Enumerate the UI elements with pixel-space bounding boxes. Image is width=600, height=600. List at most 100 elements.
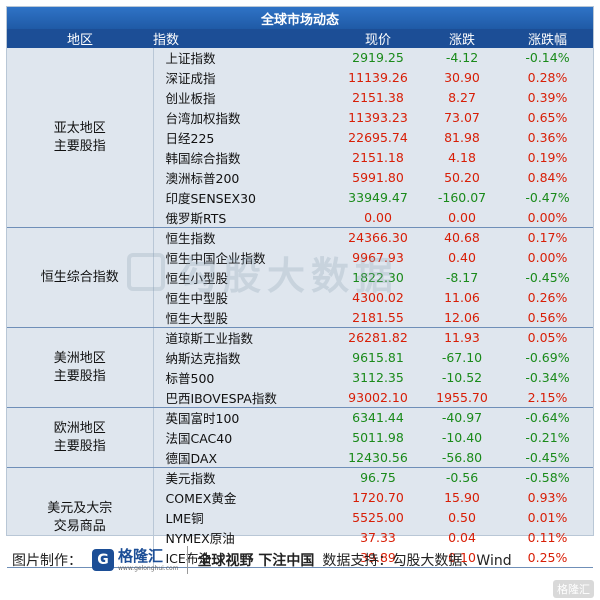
index-name: 澳洲标普200 bbox=[165, 171, 240, 186]
index-change-pct: 0.36% bbox=[527, 130, 568, 145]
corner-badge: 格隆汇 bbox=[553, 580, 594, 598]
index-change: 81.98 bbox=[444, 130, 480, 145]
region-label: 欧洲地区 主要股指 bbox=[7, 407, 154, 468]
index-change-pct: 0.11% bbox=[527, 530, 568, 545]
index-name: 标普500 bbox=[165, 371, 215, 386]
index-price: 11393.23 bbox=[348, 110, 408, 125]
index-price: 26281.82 bbox=[348, 330, 408, 345]
table-row: 俄罗斯RTS 0.00 0.00 0.00% bbox=[7, 207, 593, 228]
index-change-pct: -0.45% bbox=[525, 270, 570, 285]
index-price: 2151.38 bbox=[352, 90, 404, 105]
index-change: 30.90 bbox=[444, 70, 480, 85]
index-change: 1955.70 bbox=[422, 387, 502, 408]
header-change: 涨跌 bbox=[422, 29, 502, 48]
corner-badge-text: 格隆汇 bbox=[557, 583, 590, 596]
index-change-pct: 0.26% bbox=[527, 290, 568, 305]
index-change: 11.93 bbox=[444, 330, 480, 345]
table-row: NYMEX原油 37.33 0.04 0.11% bbox=[7, 528, 593, 548]
index-price: 93002.10 bbox=[334, 387, 422, 408]
index-change-pct: 0.00% bbox=[527, 250, 568, 265]
index-price: 1822.30 bbox=[352, 270, 404, 285]
index-change: -8.17 bbox=[445, 270, 479, 285]
index-price: 2919.25 bbox=[352, 50, 404, 65]
index-change: 0.10 bbox=[422, 547, 502, 568]
index-name: 创业板指 bbox=[165, 91, 216, 106]
brand-logo-icon: G bbox=[92, 549, 114, 571]
index-change-pct: -0.58% bbox=[525, 470, 570, 485]
index-name: 恒生小型股 bbox=[165, 271, 229, 286]
index-change-pct: -0.69% bbox=[525, 350, 570, 365]
index-change: -0.56 bbox=[445, 470, 479, 485]
table-row: 印度SENSEX30 33949.47 -160.07 -0.47% bbox=[7, 188, 593, 208]
index-change: -160.07 bbox=[437, 190, 487, 205]
index-name: 恒生中国企业指数 bbox=[165, 251, 266, 266]
index-change-pct: 2.15% bbox=[502, 387, 593, 408]
index-price: 5991.80 bbox=[352, 170, 404, 185]
header-pct: 涨跌幅 bbox=[502, 29, 593, 48]
table-row: LME铜 5525.00 0.50 0.01% bbox=[7, 508, 593, 528]
footer: 图片制作： G 格隆汇 www.gelonghui.com 全球视野 下注中国 … bbox=[0, 540, 600, 580]
table-row: 标普500 3112.35 -10.52 -0.34% bbox=[7, 368, 593, 388]
index-name: 德国DAX bbox=[153, 447, 334, 468]
index-change: 0.00 bbox=[422, 207, 502, 228]
table-row: 德国DAX 12430.56 -56.80 -0.45% bbox=[7, 447, 593, 468]
table-row: 法国CAC40 5011.98 -10.40 -0.21% bbox=[7, 428, 593, 448]
table-row: 恒生综合指数 恒生指数 24366.30 40.68 0.17% bbox=[7, 227, 593, 328]
index-name: 纳斯达克指数 bbox=[165, 351, 241, 366]
index-price: 24366.30 bbox=[348, 230, 408, 245]
table-row: 亚太地区 主要股指 上证指数 2919.25 -4.12 -0.14% bbox=[7, 48, 593, 228]
index-change: 0.50 bbox=[448, 510, 476, 525]
index-change: 73.07 bbox=[444, 110, 480, 125]
index-price: 1720.70 bbox=[352, 490, 404, 505]
index-change: -10.40 bbox=[441, 430, 483, 445]
table-row: 日经225 22695.74 81.98 0.36% bbox=[7, 128, 593, 148]
index-name: 巴西IBOVESPA指数 bbox=[153, 387, 334, 408]
board-title: 全球市场动态 bbox=[7, 7, 593, 29]
table-row: 欧洲地区 主要股指 英国富时100 6341.44 -40.97 -0.64% bbox=[7, 407, 593, 468]
index-change: 8.27 bbox=[448, 90, 476, 105]
index-name: 深证成指 bbox=[165, 71, 216, 86]
region-label: 美元及大宗 交易商品 bbox=[7, 467, 154, 568]
table-body: 亚太地区 主要股指 上证指数 2919.25 -4.12 -0.14% 深证成指 11139… bbox=[7, 48, 593, 568]
index-change-pct: 0.19% bbox=[527, 150, 568, 165]
table-row: 韩国综合指数 2151.18 4.18 0.19% bbox=[7, 148, 593, 168]
index-price: 11139.26 bbox=[348, 70, 408, 85]
table-row: 恒生小型股 1822.30 -8.17 -0.45% bbox=[7, 268, 593, 288]
table-row: 美元及大宗 交易商品 美元指数 96.75 -0.56 -0.58% bbox=[7, 467, 593, 568]
index-price: 96.75 bbox=[360, 470, 396, 485]
index-change-pct: 0.00% bbox=[502, 207, 593, 228]
index-price: 2181.55 bbox=[334, 307, 422, 328]
header-name: 指数 bbox=[153, 29, 334, 48]
index-price: 33949.47 bbox=[348, 190, 408, 205]
index-price: 3112.35 bbox=[352, 370, 404, 385]
table-row: 创业板指 2151.38 8.27 0.39% bbox=[7, 88, 593, 108]
index-name: 美元指数 bbox=[165, 471, 216, 486]
index-name: 恒生指数 bbox=[165, 231, 216, 246]
region-label: 亚太地区 主要股指 bbox=[7, 48, 154, 228]
index-name: 台湾加权指数 bbox=[165, 111, 241, 126]
table-row: 台湾加权指数 11393.23 73.07 0.65% bbox=[7, 108, 593, 128]
maker-label: 图片制作： bbox=[12, 553, 82, 569]
index-change: 15.90 bbox=[444, 490, 480, 505]
index-change: 0.40 bbox=[448, 250, 476, 265]
index-name: 道琼斯工业指数 bbox=[165, 331, 254, 346]
table-row: 恒生大型股 2181.55 12.06 0.56% bbox=[7, 307, 593, 328]
index-change: 50.20 bbox=[444, 170, 480, 185]
index-change-pct: -0.64% bbox=[525, 410, 570, 425]
table-row: 恒生中型股 4300.02 11.06 0.26% bbox=[7, 288, 593, 308]
index-name: 法国CAC40 bbox=[165, 431, 233, 446]
index-change-pct: 0.65% bbox=[527, 110, 568, 125]
index-name: 韩国综合指数 bbox=[165, 151, 241, 166]
slogan: 全球视野 下注中国 bbox=[197, 553, 315, 569]
index-name: ICE布油 bbox=[153, 547, 334, 568]
region-label: 美洲地区 主要股指 bbox=[7, 327, 154, 408]
index-change-pct: 0.05% bbox=[527, 330, 568, 345]
index-name: 恒生中型股 bbox=[165, 291, 229, 306]
market-board: 全球市场动态 地区 指数 现价 涨跌 涨跌幅 亚太地区 主要股指 上证指数 2919… bbox=[6, 6, 594, 568]
index-price: 5011.98 bbox=[352, 430, 404, 445]
index-change-pct: 0.17% bbox=[527, 230, 568, 245]
index-name: 俄罗斯RTS bbox=[153, 207, 334, 228]
index-change: 12.06 bbox=[422, 307, 502, 328]
index-change: -56.80 bbox=[422, 447, 502, 468]
index-name: 上证指数 bbox=[165, 51, 216, 66]
